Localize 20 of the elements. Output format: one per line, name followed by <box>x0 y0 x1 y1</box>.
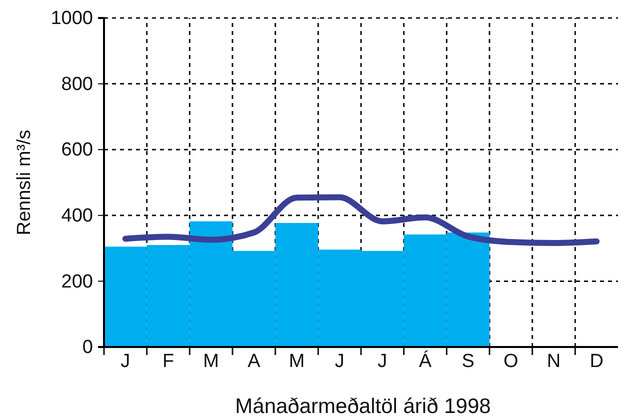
x-tick-label: M <box>203 351 219 372</box>
x-tick-label: N <box>546 351 561 372</box>
x-axis-title: Mánaðarmeðaltöl árið 1998 <box>235 395 491 418</box>
x-tick-label: J <box>378 351 388 372</box>
y-tick-label: 800 <box>61 74 93 95</box>
y-tick-label: 1000 <box>50 8 93 30</box>
x-tick-label: S <box>462 351 474 372</box>
y-tick-label: 600 <box>61 140 93 161</box>
x-tick-label: J <box>120 351 130 372</box>
y-tick-label: 0 <box>82 337 93 358</box>
x-tick-label: F <box>162 351 174 372</box>
x-tick-label: O <box>504 351 518 372</box>
x-tick-label: D <box>590 351 604 372</box>
x-tick-label: Á <box>418 350 432 372</box>
y-tick-label: 400 <box>61 205 93 226</box>
y-axis-title: Rennsli m³/s <box>14 130 35 236</box>
x-tick-label: M <box>288 351 305 372</box>
y-tick-label: 200 <box>61 271 93 292</box>
x-tick-label: A <box>248 351 261 372</box>
x-tick-label: J <box>334 351 344 372</box>
